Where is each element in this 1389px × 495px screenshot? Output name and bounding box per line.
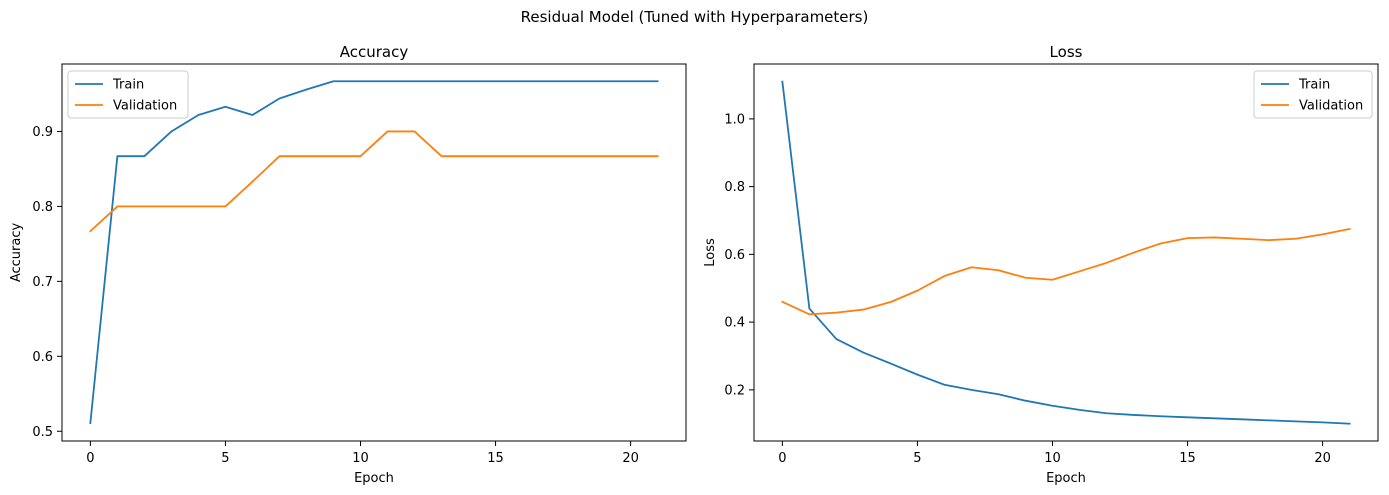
- loss-xtick-label: 10: [1044, 451, 1061, 466]
- loss-validation-line: [781, 227, 1351, 316]
- loss-title: Loss: [1050, 43, 1083, 61]
- accuracy-ytick-label: 0.6: [32, 350, 53, 365]
- accuracy-xlabel: Epoch: [354, 471, 394, 486]
- loss-legend-validation-label: Validation: [1299, 99, 1363, 114]
- accuracy-xtick-label: 10: [352, 451, 369, 466]
- accuracy-ytick-label: 0.7: [32, 275, 53, 290]
- loss-legend-box: [1253, 70, 1373, 119]
- loss-xtick-label: 15: [1179, 451, 1196, 466]
- loss-xlabel: Epoch: [1046, 471, 1086, 486]
- accuracy-xtick-label: 0: [86, 451, 94, 466]
- accuracy-legend-train-label: Train: [112, 78, 144, 93]
- accuracy-train-line: [89, 80, 659, 424]
- loss-xtick-label: 20: [1314, 451, 1331, 466]
- accuracy-xtick-label: 15: [487, 451, 504, 466]
- loss-panel: Loss 0 5 10 15 20 0.2 0.4 0.6 0.8 1.0 Epoch Loss…: [703, 43, 1379, 486]
- loss-ytick-label: 0.4: [724, 316, 745, 331]
- accuracy-legend-box: [67, 70, 189, 119]
- accuracy-xtick-label: 20: [622, 451, 639, 466]
- loss-axes-frame: [753, 63, 1379, 442]
- accuracy-ytick-label: 0.5: [32, 425, 53, 440]
- accuracy-xtick-label: 5: [221, 451, 229, 466]
- loss-ytick-label: 0.6: [724, 248, 745, 263]
- loss-xtick-label: 5: [913, 451, 921, 466]
- loss-ylabel: Loss: [703, 238, 718, 267]
- accuracy-validation-line: [89, 130, 659, 233]
- accuracy-ytick-label: 0.8: [32, 200, 53, 215]
- loss-xtick-label: 0: [778, 451, 786, 466]
- accuracy-axes-frame: [61, 63, 687, 442]
- loss-train-line: [781, 80, 1351, 425]
- loss-ytick-label: 0.2: [724, 383, 745, 398]
- accuracy-ytick-label: 0.9: [32, 125, 53, 140]
- accuracy-panel: Accuracy 0 5 10 15 20 0.50.60.70.80.9 Epoch …: [9, 43, 687, 486]
- accuracy-legend: Train Validation: [67, 70, 189, 119]
- accuracy-ylabel: Accuracy: [9, 223, 24, 283]
- loss-legend: Train Validation: [1253, 70, 1373, 119]
- loss-legend-train-label: Train: [1298, 78, 1330, 93]
- accuracy-title: Accuracy: [340, 43, 409, 61]
- figure-suptitle: Residual Model (Tuned with Hyperparamete…: [521, 8, 869, 26]
- accuracy-legend-validation-label: Validation: [113, 99, 177, 114]
- loss-ytick-label: 1.0: [724, 112, 745, 127]
- loss-ytick-label: 0.8: [724, 180, 745, 195]
